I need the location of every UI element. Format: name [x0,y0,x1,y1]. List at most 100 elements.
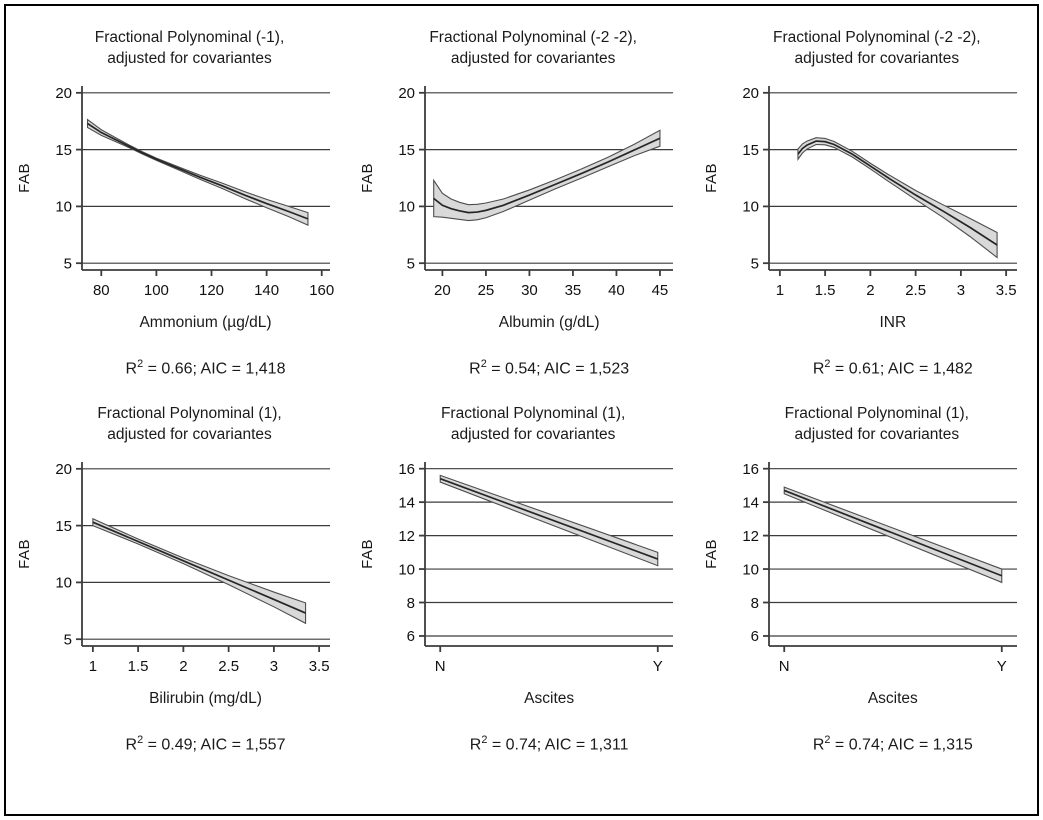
chart-title-line2: adjusted for covariantes [107,425,272,443]
plot-row: FAB 5 10 15 20 1 1.5 2 2.5 3 3.5 [693,74,1034,316]
plot-row: FAB 6 8 10 12 14 16 N Y [350,450,691,692]
r-label: R [812,360,825,378]
y-axis-label: FAB [15,162,33,193]
x-axis-label: Bilirubin (mg/dL) [149,689,262,707]
r-exponent: 2 [824,357,831,370]
svg-text:1.5: 1.5 [127,658,148,675]
svg-text:20: 20 [55,461,72,478]
r-exponent: 2 [481,733,488,746]
svg-text:2: 2 [866,282,874,299]
svg-text:30: 30 [521,282,538,299]
y-axis-label: FAB [359,538,377,569]
svg-text:80: 80 [92,282,109,299]
svg-text:15: 15 [55,518,72,535]
svg-text:5: 5 [750,255,758,272]
svg-text:3.5: 3.5 [308,658,329,675]
svg-text:15: 15 [742,142,759,159]
chart-panel-bilirubin: Fractional Polynominal (1), adjusted for… [6,404,347,780]
stats-text: = 0.66; AIC = 1,418 [143,360,286,378]
svg-text:15: 15 [398,142,415,159]
x-axis-label: Ascites [867,689,918,707]
svg-text:10: 10 [55,198,72,215]
svg-text:45: 45 [652,282,669,299]
r-label: R [125,736,138,754]
chart-title-line2: adjusted for covariantes [794,425,960,443]
figure-frame: Fractional Polynominal (-1), adjusted fo… [4,4,1039,816]
chart-plot-area: 6 8 10 12 14 16 N Y [742,461,1017,675]
svg-text:10: 10 [398,198,415,215]
fit-statistics: R2 = 0.61; AIC = 1,482 [693,358,1034,378]
svg-text:2.5: 2.5 [905,282,926,299]
charts-grid: Fractional Polynominal (-1), adjusted fo… [6,6,1037,786]
chart-panel-ascites-2: Fractional Polynominal (1), adjusted for… [693,404,1034,780]
svg-text:8: 8 [750,595,758,612]
chart-title: Fractional Polynominal (-2 -2), adjusted… [693,28,1034,70]
svg-text:10: 10 [398,561,415,578]
fit-statistics: R2 = 0.66; AIC = 1,418 [6,358,347,378]
chart-title: Fractional Polynominal (1), adjusted for… [6,404,347,446]
r-exponent: 2 [137,357,144,370]
y-axis-label: FAB [359,162,377,193]
stats-text: = 0.49; AIC = 1,557 [143,736,286,754]
r-label: R [812,736,825,754]
svg-text:8: 8 [407,595,415,612]
chart-title-line1: Fractional Polynominal (-1), [94,29,285,46]
svg-text:160: 160 [309,282,334,299]
chart-title-line2: adjusted for covariantes [794,49,960,67]
stats-text: = 0.74; AIC = 1,315 [830,736,973,754]
chart-title-line1: Fractional Polynominal (1), [97,405,282,422]
r-exponent: 2 [824,733,831,746]
fit-statistics: R2 = 0.74; AIC = 1,311 [350,734,691,754]
x-axis-label: Ammonium (µg/dL) [139,313,272,331]
chart-panel-ascites-1: Fractional Polynominal (1), adjusted for… [350,404,691,780]
svg-text:14: 14 [398,494,415,511]
r-label: R [125,360,138,378]
stats-text: = 0.54; AIC = 1,523 [486,360,630,378]
x-axis-label: Ascites [524,689,575,707]
chart-title-line2: adjusted for covariantes [450,49,616,67]
chart-plot-area: 5 10 15 20 1 1.5 2 2.5 3 3.5 [742,85,1017,299]
chart-panel-inr: Fractional Polynominal (-2 -2), adjusted… [693,28,1034,404]
svg-text:1: 1 [776,282,784,299]
svg-text:3: 3 [269,658,277,675]
svg-text:2: 2 [179,658,187,675]
chart-title-line1: Fractional Polynominal (1), [784,405,969,422]
r-exponent: 2 [480,357,487,370]
svg-text:N: N [779,658,790,675]
svg-text:16: 16 [398,461,415,478]
chart-plot-area: 6 8 10 12 14 16 N Y [398,461,674,675]
svg-text:16: 16 [742,461,759,478]
chart-title: Fractional Polynominal (-2 -2), adjusted… [350,28,691,70]
svg-text:3.5: 3.5 [996,282,1017,299]
svg-text:20: 20 [434,282,451,299]
y-axis-label: FAB [15,538,33,569]
chart-title: Fractional Polynominal (1), adjusted for… [693,404,1034,446]
svg-text:40: 40 [608,282,625,299]
svg-text:20: 20 [742,85,759,102]
fit-statistics: R2 = 0.74; AIC = 1,315 [693,734,1034,754]
svg-text:Y: Y [653,658,663,675]
chart-panel-ammonium: Fractional Polynominal (-1), adjusted fo… [6,28,347,404]
r-label: R [469,360,481,378]
chart-plot-area: 5 10 15 20 1 1.5 2 2.5 3 3.5 [55,461,330,675]
fit-statistics: R2 = 0.54; AIC = 1,523 [350,358,691,378]
svg-text:3: 3 [957,282,965,299]
chart-title-line2: adjusted for covariantes [450,425,616,443]
chart-panel-albumin: Fractional Polynominal (-2 -2), adjusted… [350,28,691,404]
y-axis-label: FAB [702,162,720,193]
chart-title: Fractional Polynominal (1), adjusted for… [350,404,691,446]
svg-text:2.5: 2.5 [218,658,239,675]
svg-text:14: 14 [742,494,759,511]
svg-text:Y: Y [997,658,1007,675]
r-exponent: 2 [137,733,144,746]
chart-title-line1: Fractional Polynominal (-2 -2), [773,29,981,46]
svg-text:10: 10 [742,561,759,578]
stats-text: = 0.74; AIC = 1,311 [487,736,629,754]
plot-row: FAB 6 8 10 12 14 16 N Y [693,450,1034,692]
svg-text:10: 10 [742,198,759,215]
svg-text:6: 6 [750,628,758,645]
svg-text:5: 5 [63,631,71,648]
svg-text:120: 120 [198,282,223,299]
svg-text:25: 25 [478,282,495,299]
svg-text:1: 1 [88,658,96,675]
